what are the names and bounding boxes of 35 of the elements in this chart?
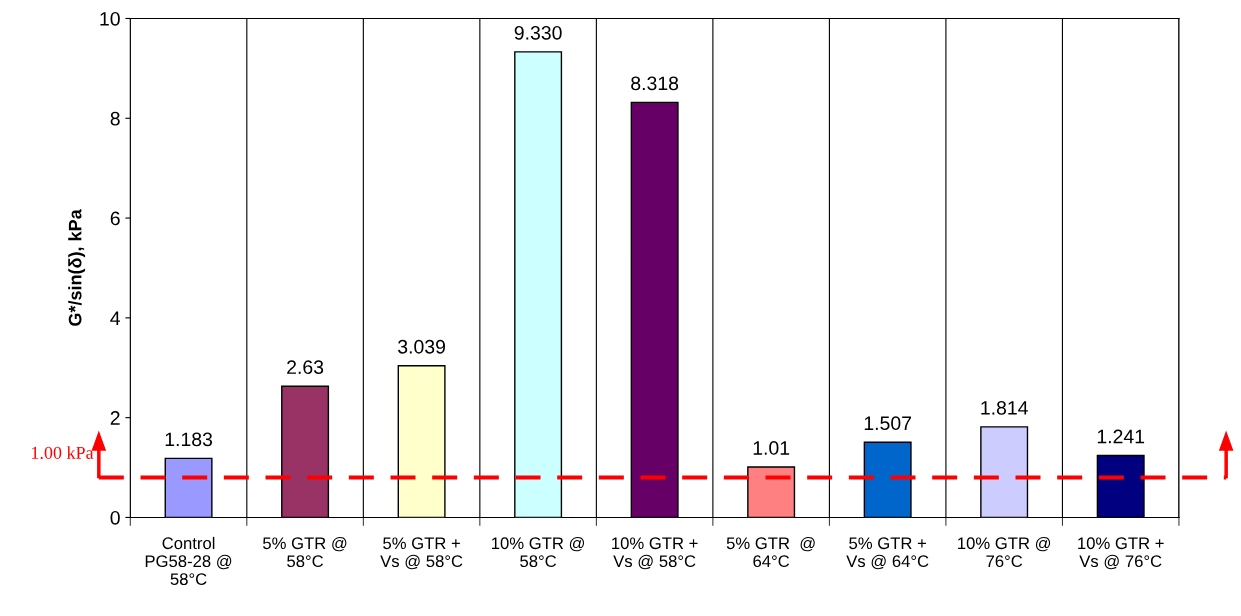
bar: [630, 101, 679, 518]
y-tick-label: 10: [100, 11, 120, 26]
data-label: 1.507: [864, 416, 912, 431]
y-tick-label: 8: [110, 111, 120, 126]
y-tick-label: 4: [110, 311, 121, 325]
x-tick-label: 5% GTR @ 64°C: [726, 536, 815, 568]
x-tick-label: 10% GTR + Vs @ 76°C: [1078, 537, 1164, 570]
data-label: 8.318: [631, 76, 679, 91]
x-tick-label: 10% GTR @ 58°C: [492, 536, 585, 568]
bar: [747, 466, 796, 518]
data-label: 1.183: [165, 432, 213, 447]
bar: [164, 457, 213, 518]
x-tick-label: 10% GTR + Vs @ 58°C: [612, 537, 698, 570]
bar: [863, 441, 912, 518]
x-tick-label: 5% GTR + Vs @ 58°C: [380, 537, 463, 570]
data-label: 3.039: [398, 339, 446, 354]
x-tick-label: 5% GTR @ 58°C: [263, 536, 347, 568]
bar: [514, 51, 563, 518]
bar: [397, 365, 446, 518]
x-tick-label: 5% GTR + Vs @ 64°C: [846, 537, 929, 570]
bar: [1096, 454, 1145, 518]
bar: [281, 385, 330, 518]
data-label: 1.01: [753, 441, 790, 455]
bar: [980, 426, 1029, 518]
data-label: 1.241: [1097, 429, 1145, 444]
x-tick-label: 10% GTR @ 76°C: [958, 536, 1051, 568]
x-tick-label: Control PG58-28 @ 58°C: [145, 536, 232, 586]
data-label: 9.330: [514, 25, 562, 40]
data-label: 2.63: [287, 360, 324, 375]
data-label: 1.814: [981, 400, 1028, 415]
y-tick-label: 6: [110, 211, 120, 226]
y-tick-label: 0: [110, 510, 120, 525]
y-axis-title: G*/sin(δ), kPa: [68, 209, 86, 326]
y-tick-label: 2: [110, 411, 120, 425]
ref-line-label: 1.00 kPa: [32, 446, 94, 459]
